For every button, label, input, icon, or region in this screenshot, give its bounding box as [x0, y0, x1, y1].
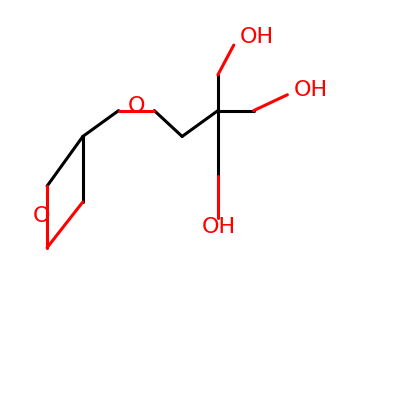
Text: O: O: [32, 206, 50, 226]
Text: OH: OH: [293, 80, 328, 100]
Text: O: O: [128, 96, 145, 116]
Text: OH: OH: [202, 217, 236, 237]
Text: OH: OH: [240, 27, 274, 47]
